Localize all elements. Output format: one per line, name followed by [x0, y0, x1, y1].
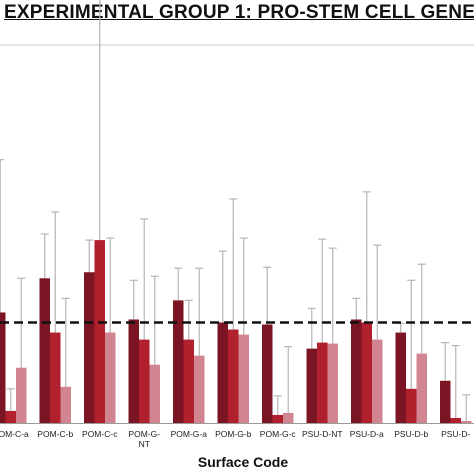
x-tick-label: POM-G-NT — [128, 429, 160, 449]
bar — [39, 278, 50, 423]
bar — [228, 329, 239, 423]
bar — [395, 332, 406, 423]
bar — [128, 319, 139, 423]
bar — [361, 322, 372, 423]
chart-title: EXPERIMENTAL GROUP 1: PRO-STEM CELL GENE… — [4, 2, 474, 23]
bar — [238, 334, 249, 423]
bar — [317, 342, 328, 423]
bar — [306, 348, 317, 423]
bar — [461, 420, 472, 423]
x-tick-label: PSU-D- — [441, 429, 470, 439]
bar — [327, 343, 338, 423]
bar — [0, 312, 6, 423]
x-tick-label: POM-C-c — [82, 429, 118, 439]
bar — [50, 332, 61, 423]
x-axis-label: Surface Code — [197, 454, 289, 470]
bar — [450, 417, 461, 423]
bar — [217, 322, 228, 423]
x-tick-label: PSU-D-a — [350, 429, 384, 439]
x-tick-label: PSU-D-b — [394, 429, 428, 439]
bar — [60, 386, 71, 423]
bar — [406, 388, 417, 423]
bar — [351, 319, 362, 423]
bar — [416, 353, 427, 423]
x-tick-label: POM-C-a — [0, 429, 29, 439]
bar — [84, 272, 95, 423]
bar — [183, 339, 194, 423]
bar — [139, 339, 150, 423]
x-tick-label: POM-G-c — [260, 429, 297, 439]
x-tick-label: POM-G-b — [215, 429, 252, 439]
x-tick-label: PSU-D-NT — [302, 429, 343, 439]
bar — [283, 412, 294, 423]
bar — [149, 364, 160, 423]
bar — [262, 324, 273, 423]
bar — [105, 332, 116, 423]
bar — [272, 414, 283, 423]
bar — [440, 380, 451, 423]
bar — [194, 355, 205, 423]
x-tick-label: POM-C-b — [37, 429, 73, 439]
bar — [16, 367, 27, 423]
x-tick-label: POM-G-a — [171, 429, 208, 439]
bar — [94, 240, 105, 423]
bar — [372, 339, 383, 423]
bar — [5, 410, 16, 423]
bar — [173, 300, 184, 423]
